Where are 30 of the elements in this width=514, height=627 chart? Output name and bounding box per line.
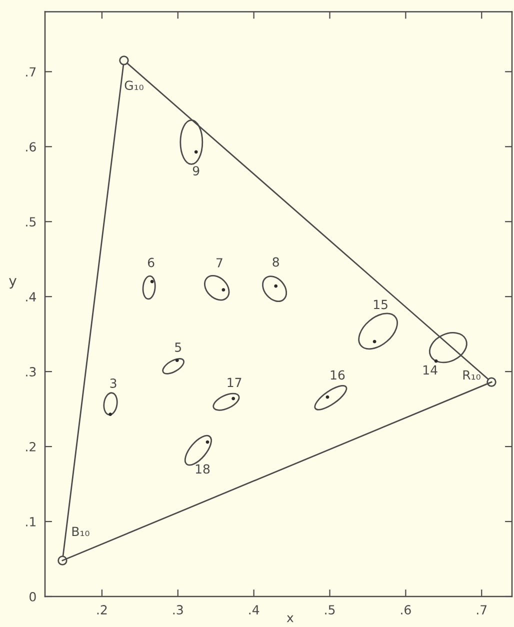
annotation: 15 [374,300,388,310]
annotation: 8 [272,257,279,267]
x-tick-label: .3 [173,605,183,615]
y-tick-label: .4 [26,292,36,302]
annotation: 3 [110,378,116,388]
annotation: 14 [423,365,438,375]
annotation: 16 [330,370,345,380]
y-tick-label: .7 [26,67,36,76]
y-axis-title: y [9,278,16,289]
x-tick-label: .4 [249,605,260,614]
annotation: G₁₀ [124,80,144,90]
x-axis-title: x [286,615,294,622]
annotation: 5 [175,342,182,352]
y-tick-label: .2 [26,442,36,452]
annotation: B₁₀ [72,526,90,536]
annotation: 7 [216,258,222,268]
x-tick-label: .7 [477,605,487,614]
x-tick-label: .5 [325,605,335,615]
annotation: 9 [192,166,200,176]
y-tick-label: .3 [26,367,36,377]
annotation: R₁₀ [463,370,480,380]
y-tick-label: .6 [26,142,36,152]
annotation: 6 [148,258,154,268]
y-tick-label: .5 [26,217,36,227]
y-tick-label: 0 [30,592,36,602]
x-tick-label: .6 [401,605,411,615]
y-tick-label: .1 [26,517,36,526]
x-tick-label: .2 [97,605,107,614]
annotation: 17 [228,378,242,388]
annotation: 18 [196,464,210,474]
